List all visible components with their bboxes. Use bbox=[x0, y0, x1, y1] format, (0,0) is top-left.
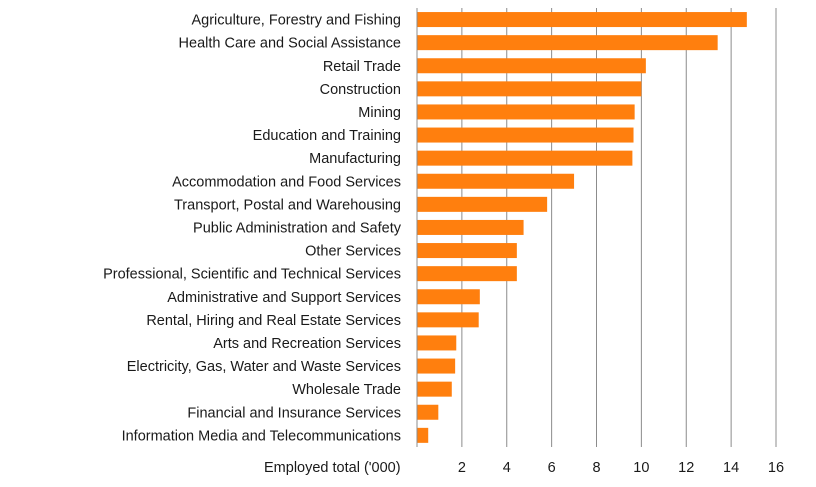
x-tick-label: 12 bbox=[678, 460, 694, 476]
x-tick-label: 10 bbox=[633, 460, 649, 476]
bar bbox=[417, 427, 429, 443]
category-label: Construction bbox=[320, 82, 401, 98]
bar bbox=[417, 381, 452, 397]
bar bbox=[417, 173, 575, 189]
category-label: Rental, Hiring and Real Estate Services bbox=[146, 313, 401, 329]
bar bbox=[417, 150, 633, 166]
x-tick-label: 16 bbox=[768, 460, 784, 476]
x-tick-label: 4 bbox=[503, 460, 511, 476]
category-label: Accommodation and Food Services bbox=[172, 174, 401, 190]
x-tick-label: 14 bbox=[723, 460, 739, 476]
category-label: Electricity, Gas, Water and Waste Servic… bbox=[127, 359, 401, 375]
category-label: Public Administration and Safety bbox=[193, 220, 402, 236]
bar bbox=[417, 196, 548, 212]
bar bbox=[417, 127, 634, 143]
category-label: Transport, Postal and Warehousing bbox=[174, 197, 401, 213]
category-labels: Agriculture, Forestry and Fishing Health … bbox=[103, 13, 402, 445]
bar bbox=[417, 312, 479, 328]
x-tick-label: 8 bbox=[592, 460, 600, 476]
category-label: Health Care and Social Assistance bbox=[179, 36, 401, 52]
bar bbox=[417, 243, 517, 259]
category-label: Agriculture, Forestry and Fishing bbox=[191, 13, 401, 29]
category-label: Other Services bbox=[305, 244, 401, 260]
bar bbox=[417, 35, 718, 51]
bar bbox=[417, 266, 517, 282]
bar bbox=[417, 404, 439, 420]
bar bbox=[417, 219, 524, 235]
bar bbox=[417, 289, 480, 305]
bar bbox=[417, 58, 646, 74]
bar bbox=[417, 81, 642, 97]
gridlines bbox=[461, 8, 777, 447]
category-label: Wholesale Trade bbox=[292, 382, 401, 398]
category-label: Manufacturing bbox=[309, 151, 401, 167]
x-axis-title: Employed total ('000) bbox=[264, 460, 401, 476]
x-tick-label: 6 bbox=[548, 460, 556, 476]
category-label: Retail Trade bbox=[323, 59, 401, 75]
category-label: Administrative and Support Services bbox=[167, 290, 401, 306]
x-tick-label: 2 bbox=[458, 460, 466, 476]
category-label: Arts and Recreation Services bbox=[213, 336, 401, 352]
bar bbox=[417, 104, 635, 120]
category-label: Education and Training bbox=[253, 128, 401, 144]
bar bbox=[417, 335, 457, 351]
bar bbox=[417, 358, 456, 374]
bar bbox=[417, 12, 747, 28]
bars bbox=[417, 12, 747, 443]
category-label: Professional, Scientific and Technical S… bbox=[103, 267, 401, 283]
category-label: Mining bbox=[358, 105, 401, 121]
category-label: Financial and Insurance Services bbox=[187, 405, 401, 421]
x-tick-labels: 2 4 6 8 10 12 14 16 bbox=[458, 460, 784, 476]
category-label: Information Media and Telecommunications bbox=[122, 428, 401, 444]
